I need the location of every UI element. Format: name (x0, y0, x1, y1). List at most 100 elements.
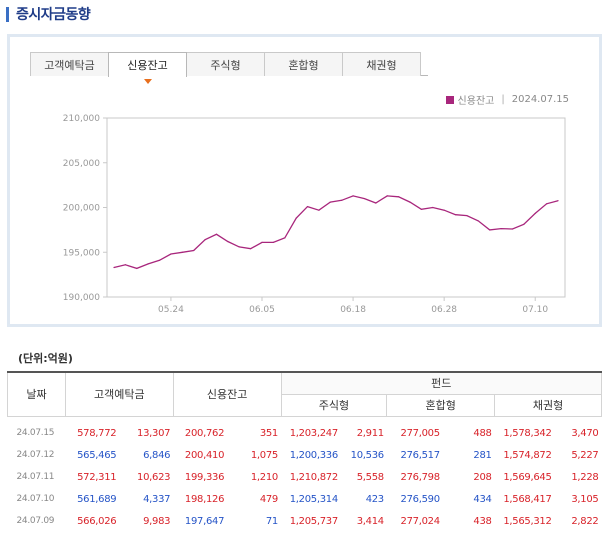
x-tick-label: 06.05 (249, 305, 275, 315)
tab-credit-label: 신용잔고 (127, 59, 168, 72)
tab-bond[interactable]: 채권형 (342, 52, 421, 76)
cell-deposit-value: 566,026 (77, 515, 117, 527)
cell-bond-value: 1,568,417 (503, 493, 552, 505)
data-point (318, 209, 320, 211)
page-title: 증시자금동향 (6, 4, 91, 24)
tab-deposit-label: 고객예탁금 (44, 58, 95, 72)
data-point (136, 267, 138, 269)
table-row: 24.07.09 566,026 9,983 197,647 71 1,205,737 3,… (8, 510, 602, 532)
x-tick-label: 07.10 (522, 305, 548, 315)
tab-deposit[interactable]: 고객예탁금 (30, 52, 109, 76)
cell-date: 24.07.15 (16, 428, 55, 438)
header-bond: 채권형 (494, 393, 602, 417)
table-row: 24.07.10 561,689 4,337 198,126 479 1,205,314 4… (8, 488, 602, 510)
x-tick-label: 06.28 (431, 305, 457, 315)
cell-date: 24.07.12 (16, 450, 55, 460)
tab-stock-label: 주식형 (210, 58, 241, 72)
cell-bond-value: 1,569,645 (503, 471, 552, 483)
cell-credit-change: 351 (259, 427, 278, 439)
tab-credit[interactable]: 신용잔고 (108, 52, 187, 84)
table-row: 24.07.12 565,465 6,846 200,410 1,075 1,200,33… (8, 444, 602, 466)
cell-credit-value: 197,647 (184, 515, 225, 527)
cell-mixed-value: 276,798 (400, 471, 441, 483)
data-point (420, 208, 422, 210)
legend-series-name: 신용잔고 (457, 96, 495, 107)
y-tick-label: 205,000 (63, 159, 100, 169)
header-deposit: 고객예탁금 (64, 371, 174, 417)
data-point (523, 223, 525, 225)
data-point (193, 249, 195, 252)
legend-separator: | (501, 94, 505, 105)
data-point (306, 206, 309, 208)
cell-stock-value: 1,200,336 (289, 449, 339, 461)
y-tick-label: 200,000 (63, 204, 100, 214)
page-title-text: 증시자금동향 (16, 7, 91, 23)
cell-deposit-value: 561,689 (77, 493, 117, 505)
data-point (147, 263, 149, 265)
header-credit: 신용잔고 (172, 371, 282, 417)
cell-credit-value: 200,762 (184, 427, 225, 439)
chart-legend: 신용잔고 | 2024.07.15 (445, 92, 569, 107)
active-tab-caret-icon (143, 79, 152, 84)
table-row: 24.07.11 572,311 10,623 199,336 1,210 1,210,8… (8, 466, 602, 488)
cell-date: 24.07.10 (16, 494, 55, 504)
cell-deposit-value: 572,311 (77, 471, 117, 483)
cell-bond-change: 3,470 (571, 427, 599, 439)
cell-bond-value: 1,578,342 (503, 427, 552, 439)
cell-bond-change: 1,228 (571, 471, 599, 483)
data-point (352, 195, 354, 197)
cell-deposit-change: 6,846 (143, 449, 171, 461)
data-point (398, 196, 400, 198)
data-point (124, 264, 126, 266)
y-tick-label: 210,000 (63, 114, 100, 124)
data-point (158, 259, 161, 261)
header-stock: 주식형 (280, 393, 388, 417)
legend-swatch (445, 95, 454, 104)
data-point (272, 241, 274, 244)
header-mixed: 혼합형 (386, 393, 496, 417)
data-point (386, 195, 388, 197)
cell-date: 24.07.11 (16, 472, 55, 482)
data-point (443, 209, 445, 211)
data-point (227, 240, 229, 243)
cell-stock-value: 1,203,247 (289, 427, 339, 439)
data-point (477, 220, 479, 222)
cell-deposit-change: 10,623 (137, 471, 171, 483)
cell-credit-value: 199,336 (184, 471, 225, 483)
cell-credit-value: 200,410 (184, 449, 225, 461)
table-body: 24.07.15 578,772 13,307 200,762 351 1,203,247… (8, 416, 602, 532)
cell-credit-change: 479 (259, 493, 278, 505)
legend-date: 2024.07.15 (511, 94, 569, 105)
y-tick-label: 190,000 (63, 293, 100, 303)
cell-mixed-value: 276,590 (400, 493, 441, 505)
cell-credit-value: 198,126 (184, 493, 225, 505)
data-point (261, 241, 263, 244)
cell-credit-change: 1,075 (250, 449, 278, 461)
data-point (511, 228, 514, 230)
cell-mixed-value: 277,024 (400, 515, 441, 527)
cell-date: 24.07.09 (16, 516, 55, 526)
cell-deposit-change: 4,337 (143, 493, 171, 505)
data-point (284, 237, 286, 239)
header-fund: 펀드 (280, 371, 602, 395)
tab-bar: 고객예탁금 신용잔고 주식형 혼합형 채권형 (30, 52, 428, 84)
data-point (295, 217, 297, 219)
cell-stock-value: 1,205,737 (289, 515, 339, 527)
data-point (238, 246, 240, 248)
cell-bond-change: 2,822 (571, 515, 599, 527)
tab-stock[interactable]: 주식형 (186, 52, 265, 76)
tab-mixed[interactable]: 혼합형 (264, 52, 343, 76)
y-tick-label: 195,000 (63, 248, 100, 258)
data-point (204, 239, 206, 241)
cell-stock-value: 1,205,314 (289, 493, 339, 505)
cell-bond-value: 1,565,312 (503, 515, 552, 527)
data-point (500, 227, 502, 230)
data-point (250, 248, 252, 250)
cell-deposit-value: 565,465 (77, 449, 117, 461)
data-point (113, 266, 115, 269)
cell-mixed-change: 208 (473, 471, 492, 483)
data-point (409, 201, 411, 203)
tab-bond-label: 채권형 (366, 58, 397, 72)
data-point (181, 251, 183, 253)
cell-bond-value: 1,574,872 (503, 449, 552, 461)
